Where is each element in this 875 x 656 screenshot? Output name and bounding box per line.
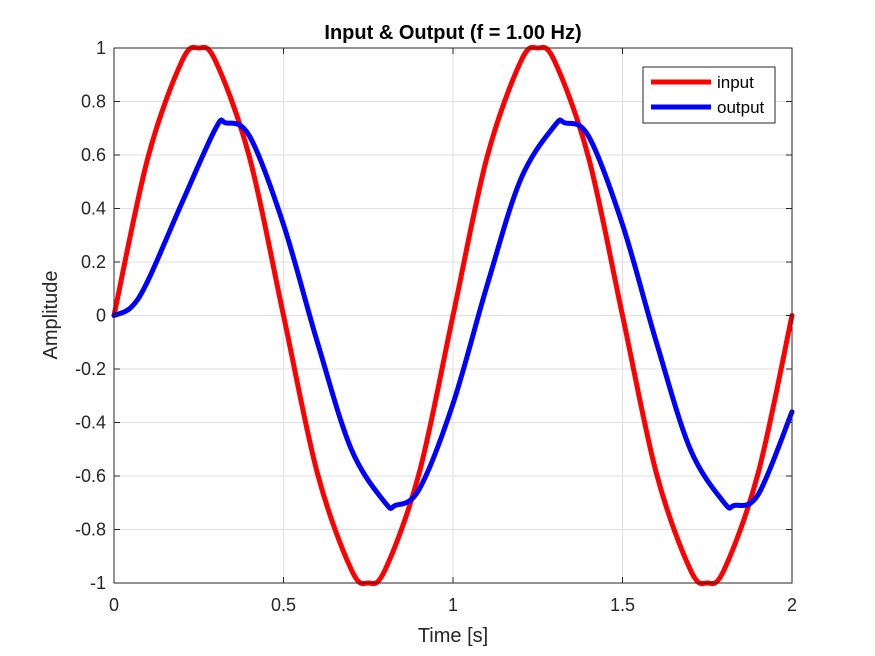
x-tick-label: 0.5 xyxy=(271,595,296,615)
y-tick-label: 0.2 xyxy=(81,252,106,272)
x-axis-label: Time [s] xyxy=(418,625,488,647)
y-tick-label: -0.6 xyxy=(75,466,106,486)
y-tick-label: 0.8 xyxy=(81,92,106,112)
y-tick-label: -0.2 xyxy=(75,359,106,379)
x-tick-label: 0 xyxy=(109,595,119,615)
ticks: 0 0.5 1 1.5 2 1 0.8 0.6 0.4 0.2 0 -0.2 -0.4 -0.6 -0.8 -… xyxy=(75,38,797,615)
chart-title: Input & Output (f = 1.00 Hz) xyxy=(324,22,581,44)
series-layer xyxy=(111,44,795,587)
y-tick-label: 0 xyxy=(96,306,106,326)
y-tick-label: 1 xyxy=(96,38,106,58)
series-line-output xyxy=(111,117,795,511)
legend-label-output: output xyxy=(717,98,765,117)
legend-label-input: input xyxy=(717,73,754,92)
x-tick-label: 1.5 xyxy=(610,595,635,615)
legend-box xyxy=(642,66,776,124)
y-tick-label: 0.4 xyxy=(81,199,106,219)
x-tick-label: 1 xyxy=(448,595,458,615)
y-tick-label: -0.8 xyxy=(75,520,106,540)
y-tick-label: 0.6 xyxy=(81,145,106,165)
y-axis-label: Amplitude xyxy=(40,271,62,360)
y-tick-label: -1 xyxy=(90,573,106,593)
series-line-input xyxy=(111,44,795,587)
x-tick-label: 2 xyxy=(787,595,797,615)
y-tick-label: -0.4 xyxy=(75,413,106,433)
legend: input output xyxy=(642,66,776,124)
